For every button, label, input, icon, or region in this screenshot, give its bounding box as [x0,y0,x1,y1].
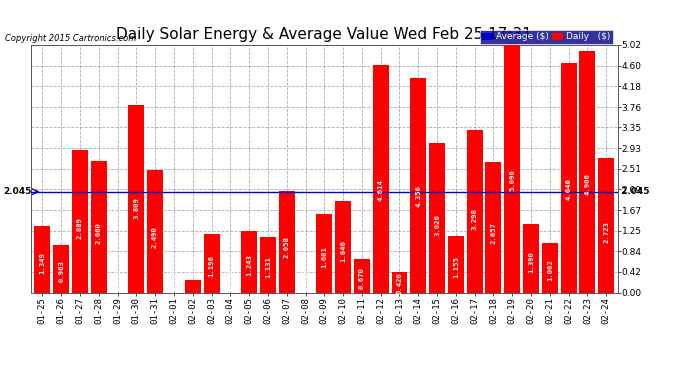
Text: 2.058: 2.058 [284,236,290,258]
Bar [486,162,502,292]
Text: 0.000: 0.000 [171,268,177,290]
Bar [53,245,69,292]
Bar [542,243,558,292]
Text: 0.670: 0.670 [359,267,365,289]
Text: 1.002: 1.002 [547,260,553,281]
Bar [128,105,144,292]
Text: 1.196: 1.196 [208,255,215,277]
Bar [448,236,464,292]
Text: Copyright 2015 Cartronics.com: Copyright 2015 Cartronics.com [5,33,136,42]
Bar [147,170,163,292]
Bar [241,231,257,292]
Bar [72,150,88,292]
Bar [429,143,445,292]
Text: 1.155: 1.155 [453,256,459,278]
Bar [354,260,370,292]
Text: 4.646: 4.646 [566,178,572,200]
Bar [90,161,107,292]
Text: 0.420: 0.420 [397,272,402,294]
Bar [411,78,426,292]
Text: 2.723: 2.723 [603,221,609,243]
Text: 2.045: 2.045 [3,187,32,196]
Bar [598,158,614,292]
Text: 0.248: 0.248 [190,255,196,276]
Text: 1.349: 1.349 [39,252,46,273]
Text: 1.601: 1.601 [322,246,327,268]
Title: Daily Solar Energy & Average Value Wed Feb 25 17:31: Daily Solar Energy & Average Value Wed F… [117,27,532,42]
Bar [466,130,483,292]
Bar [335,201,351,292]
Text: 0.000: 0.000 [115,268,121,290]
Bar [185,280,201,292]
Bar [316,214,333,292]
Bar [391,272,408,292]
Text: 1.846: 1.846 [340,241,346,262]
Text: 0.000: 0.000 [302,268,308,290]
Text: 2.660: 2.660 [96,222,101,245]
Text: 4.906: 4.906 [584,173,591,195]
Text: 1.131: 1.131 [265,256,271,278]
Text: 1.390: 1.390 [528,251,534,273]
Text: 2.889: 2.889 [77,217,83,239]
Bar [504,42,520,292]
Bar [523,224,539,292]
Text: 0.963: 0.963 [58,260,64,282]
Bar [373,65,388,292]
Text: 5.090: 5.090 [509,169,515,190]
Legend: Average ($), Daily   ($): Average ($), Daily ($) [480,30,613,44]
Text: 3.809: 3.809 [133,197,139,219]
Text: 4.356: 4.356 [415,185,422,207]
Text: 2.490: 2.490 [152,226,158,248]
Text: 2.045: 2.045 [618,187,649,196]
Text: 0.000: 0.000 [227,268,233,290]
Bar [34,226,50,292]
Bar [561,63,577,292]
Text: 3.298: 3.298 [472,209,477,230]
Text: 4.614: 4.614 [377,179,384,201]
Text: 1.243: 1.243 [246,254,252,276]
Bar [279,191,295,292]
Text: 3.026: 3.026 [434,214,440,236]
Bar [204,234,219,292]
Text: 2.657: 2.657 [491,223,497,245]
Bar [580,51,595,292]
Bar [260,237,276,292]
